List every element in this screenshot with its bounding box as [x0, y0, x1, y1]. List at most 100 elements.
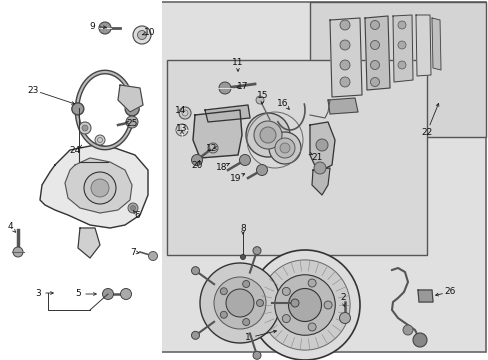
- Circle shape: [191, 154, 202, 166]
- Polygon shape: [364, 16, 389, 90]
- Circle shape: [274, 275, 335, 335]
- Text: 6: 6: [134, 211, 140, 220]
- Circle shape: [72, 103, 83, 115]
- Polygon shape: [431, 18, 440, 70]
- Text: 4: 4: [7, 221, 13, 230]
- Circle shape: [137, 31, 146, 40]
- Circle shape: [282, 315, 290, 323]
- Circle shape: [370, 41, 379, 50]
- Circle shape: [339, 40, 349, 50]
- Circle shape: [259, 260, 349, 350]
- Circle shape: [125, 102, 139, 116]
- Bar: [167, 60, 426, 255]
- Circle shape: [240, 255, 245, 260]
- Circle shape: [339, 20, 349, 30]
- Polygon shape: [40, 145, 148, 228]
- Circle shape: [397, 41, 405, 49]
- Circle shape: [148, 252, 157, 261]
- Circle shape: [99, 22, 111, 34]
- Circle shape: [260, 127, 275, 143]
- Circle shape: [220, 288, 227, 295]
- Text: 25: 25: [126, 118, 138, 127]
- Circle shape: [324, 301, 331, 309]
- Text: 22: 22: [421, 127, 432, 136]
- Text: 9: 9: [89, 22, 95, 31]
- Text: 14: 14: [175, 105, 186, 114]
- Circle shape: [307, 279, 315, 287]
- Text: 17: 17: [237, 81, 248, 90]
- Circle shape: [252, 247, 261, 255]
- Circle shape: [191, 331, 199, 339]
- Circle shape: [13, 247, 23, 257]
- Circle shape: [253, 121, 282, 149]
- Polygon shape: [65, 158, 132, 213]
- Text: 15: 15: [257, 90, 268, 99]
- Circle shape: [370, 21, 379, 30]
- Text: 24: 24: [69, 145, 81, 154]
- Text: 12: 12: [206, 144, 217, 153]
- Circle shape: [339, 60, 349, 70]
- Circle shape: [370, 77, 379, 86]
- Text: 19: 19: [230, 174, 241, 183]
- Text: 20: 20: [191, 161, 202, 170]
- Circle shape: [256, 165, 267, 176]
- Circle shape: [268, 132, 301, 164]
- Circle shape: [120, 288, 131, 300]
- Circle shape: [339, 312, 350, 324]
- Circle shape: [179, 107, 191, 119]
- Text: 23: 23: [27, 86, 39, 95]
- Circle shape: [313, 162, 325, 174]
- Circle shape: [91, 179, 109, 197]
- Circle shape: [282, 287, 290, 296]
- Text: 16: 16: [277, 99, 288, 108]
- Circle shape: [219, 82, 230, 94]
- Polygon shape: [311, 168, 329, 195]
- Polygon shape: [78, 228, 100, 258]
- Circle shape: [397, 21, 405, 29]
- Circle shape: [397, 61, 405, 69]
- Text: 5: 5: [75, 289, 81, 298]
- Circle shape: [220, 311, 227, 318]
- Bar: [309, 2, 485, 137]
- Text: 18: 18: [216, 162, 227, 171]
- Bar: [160, 2, 485, 352]
- Circle shape: [84, 172, 116, 204]
- Polygon shape: [327, 98, 357, 114]
- Text: 7: 7: [130, 248, 136, 257]
- Text: 26: 26: [444, 288, 455, 297]
- Bar: [0, 0, 162, 360]
- Text: 10: 10: [144, 27, 156, 36]
- Polygon shape: [417, 290, 432, 302]
- Circle shape: [239, 154, 250, 166]
- Circle shape: [315, 139, 327, 151]
- Circle shape: [200, 263, 280, 343]
- Polygon shape: [118, 85, 142, 112]
- Circle shape: [225, 289, 253, 317]
- Circle shape: [191, 267, 199, 275]
- Circle shape: [95, 135, 105, 145]
- Circle shape: [176, 124, 187, 136]
- Circle shape: [102, 288, 113, 300]
- Polygon shape: [415, 15, 430, 76]
- Circle shape: [245, 113, 289, 157]
- Text: 2: 2: [340, 293, 345, 302]
- Circle shape: [249, 250, 359, 360]
- Text: 21: 21: [311, 153, 322, 162]
- Circle shape: [288, 288, 321, 321]
- Circle shape: [207, 143, 218, 153]
- Circle shape: [133, 26, 151, 44]
- Circle shape: [274, 138, 294, 158]
- Text: 1: 1: [244, 333, 250, 342]
- Circle shape: [402, 325, 412, 335]
- Polygon shape: [309, 122, 334, 172]
- Circle shape: [242, 280, 249, 288]
- Circle shape: [79, 122, 91, 134]
- Circle shape: [280, 143, 289, 153]
- Polygon shape: [204, 105, 249, 122]
- Text: 3: 3: [35, 288, 41, 297]
- Circle shape: [370, 60, 379, 69]
- Circle shape: [130, 206, 135, 211]
- Polygon shape: [193, 110, 242, 158]
- Circle shape: [252, 351, 261, 359]
- Circle shape: [290, 299, 298, 307]
